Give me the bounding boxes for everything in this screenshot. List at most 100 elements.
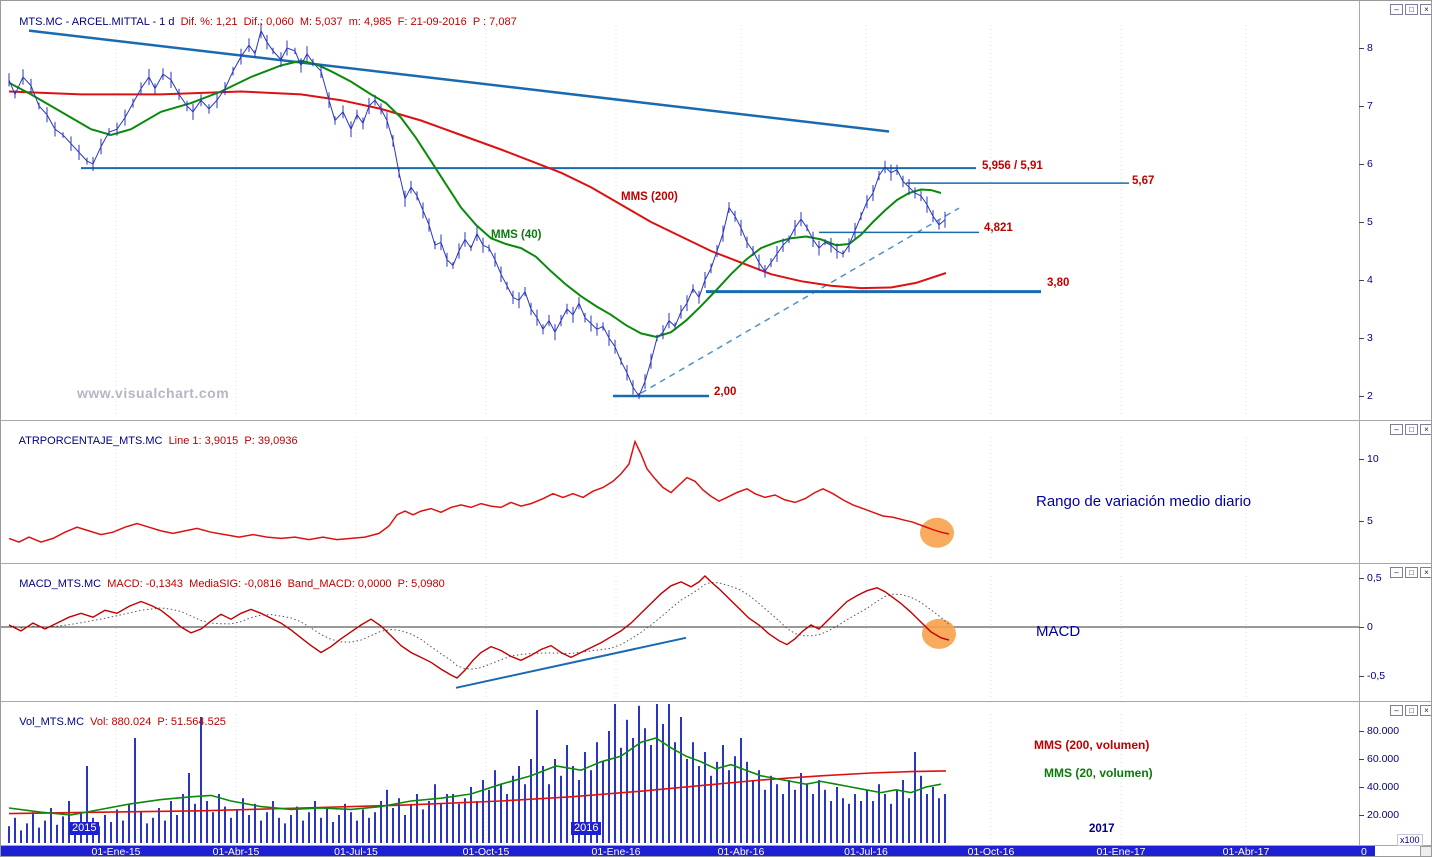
volume-bar xyxy=(152,817,154,843)
volume-bar xyxy=(872,801,874,843)
macd-tickmark xyxy=(1359,627,1364,628)
panel-separator[interactable] xyxy=(1,563,1431,564)
volume-bar xyxy=(644,728,646,843)
minimize-button[interactable]: – xyxy=(1390,4,1403,15)
macd-panel-window-controls: – □ × xyxy=(1390,567,1431,578)
volume-bar xyxy=(602,761,604,843)
macd-axis-label: 0 xyxy=(1367,621,1373,633)
maximize-button[interactable]: □ xyxy=(1405,4,1418,15)
year-marker-2017: 2017 xyxy=(1089,823,1115,835)
volume-bar xyxy=(344,803,346,843)
price-chart-canvas[interactable] xyxy=(1,1,1359,421)
volume-bar xyxy=(464,798,466,843)
volume-bar xyxy=(932,787,934,843)
volume-bar xyxy=(794,789,796,843)
year-marker-2016: 2016 xyxy=(571,822,602,835)
volume-bar xyxy=(548,784,550,843)
volume-bar xyxy=(650,745,652,843)
volume-bar xyxy=(926,794,928,843)
volume-indicator-title: Vol_MTS.MC xyxy=(19,716,85,728)
volume-indicator-stats: Vol: 880.024 P: 51.564.525 xyxy=(84,716,226,728)
panel-separator[interactable] xyxy=(1,701,1431,702)
volume-bar xyxy=(698,766,700,843)
volume-bar xyxy=(686,759,688,843)
level-label-380: 3,80 xyxy=(1047,277,1070,289)
volume-bar xyxy=(596,742,598,843)
volume-bar xyxy=(758,770,760,843)
macd-chart-canvas[interactable] xyxy=(1,564,1359,701)
volume-axis-label: 20.000 xyxy=(1367,809,1400,821)
volume-axis-label: 40.000 xyxy=(1367,781,1400,793)
time-axis-label: 01-Jul-15 xyxy=(334,846,378,857)
volume-bar xyxy=(746,761,748,843)
close-button[interactable]: × xyxy=(1420,567,1431,578)
atr-panel-header: ATRPORCENTAJE_MTS.MC Line 1: 3,9015 P: 3… xyxy=(7,423,298,459)
atr-chart-canvas[interactable] xyxy=(1,421,1359,563)
volume-bar xyxy=(452,794,454,843)
volume-bar xyxy=(914,752,916,843)
atr-highlight-ellipse xyxy=(920,517,954,548)
volume-bar xyxy=(752,780,754,843)
volume-bar xyxy=(440,803,442,843)
minimize-button[interactable]: – xyxy=(1390,567,1403,578)
trendline xyxy=(455,636,687,689)
minimize-button[interactable]: – xyxy=(1390,424,1403,435)
maximize-button[interactable]: □ xyxy=(1405,567,1418,578)
volume-scale-multiplier: x100 xyxy=(1397,834,1423,846)
volume-bar xyxy=(740,738,742,843)
vol-mms20-label: MMS (20, volumen) xyxy=(1044,766,1153,780)
volume-bar xyxy=(218,794,220,843)
volume-bar xyxy=(368,817,370,843)
macd-highlight-ellipse xyxy=(922,618,956,649)
volume-bar xyxy=(392,808,394,843)
minimize-button[interactable]: – xyxy=(1390,705,1403,716)
volume-bar xyxy=(278,817,280,843)
price-axis-label: 3 xyxy=(1367,332,1373,344)
volume-bar xyxy=(524,784,526,843)
volume-bar xyxy=(374,812,376,843)
volume-chart-canvas[interactable] xyxy=(1,702,1359,846)
panel-separator xyxy=(1,845,1431,846)
close-button[interactable]: × xyxy=(1420,424,1431,435)
resize-grip[interactable] xyxy=(1420,846,1431,856)
volume-bar xyxy=(8,826,10,843)
volume-bar xyxy=(248,815,250,843)
price-axis-label: 2 xyxy=(1367,390,1373,402)
volume-bar xyxy=(20,830,22,843)
time-axis-ruler[interactable]: 01-Ene-15 01-Abr-15 01-Jul-15 01-Oct-15 01-E… xyxy=(1,846,1375,857)
volume-bar xyxy=(824,789,826,843)
atr-tickmark xyxy=(1359,521,1364,522)
volume-bar xyxy=(554,759,556,843)
volume-bar xyxy=(260,820,262,843)
volume-bar xyxy=(320,817,322,843)
trendline xyxy=(640,207,960,394)
volume-tickmark xyxy=(1359,759,1364,760)
volume-bar xyxy=(122,820,124,843)
price-tickmark xyxy=(1359,280,1364,281)
volume-bar xyxy=(734,756,736,843)
panel-separator[interactable] xyxy=(1,420,1431,421)
close-button[interactable]: × xyxy=(1420,705,1431,716)
maximize-button[interactable]: □ xyxy=(1405,424,1418,435)
mms200-label: MMS (200) xyxy=(621,191,678,203)
price-tickmark xyxy=(1359,338,1364,339)
volume-bar xyxy=(116,809,118,843)
time-axis-label: 01-Ene-17 xyxy=(1096,846,1146,857)
volume-bar xyxy=(494,770,496,843)
volume-bar xyxy=(422,809,424,843)
volume-bar xyxy=(302,820,304,843)
mms40-line xyxy=(8,59,942,338)
volume-bar xyxy=(722,745,724,843)
macd-line xyxy=(8,575,950,679)
volume-bar xyxy=(626,719,628,843)
close-button[interactable]: × xyxy=(1420,4,1431,15)
volume-tickmark xyxy=(1359,787,1364,788)
maximize-button[interactable]: □ xyxy=(1405,705,1418,716)
volume-bar xyxy=(446,794,448,843)
price-panel-window-controls: – □ × xyxy=(1390,4,1431,15)
volume-bar xyxy=(296,806,298,843)
volume-bar xyxy=(674,742,676,843)
price-tickmark xyxy=(1359,48,1364,49)
volume-bar xyxy=(566,745,568,843)
volume-bar xyxy=(680,717,682,843)
